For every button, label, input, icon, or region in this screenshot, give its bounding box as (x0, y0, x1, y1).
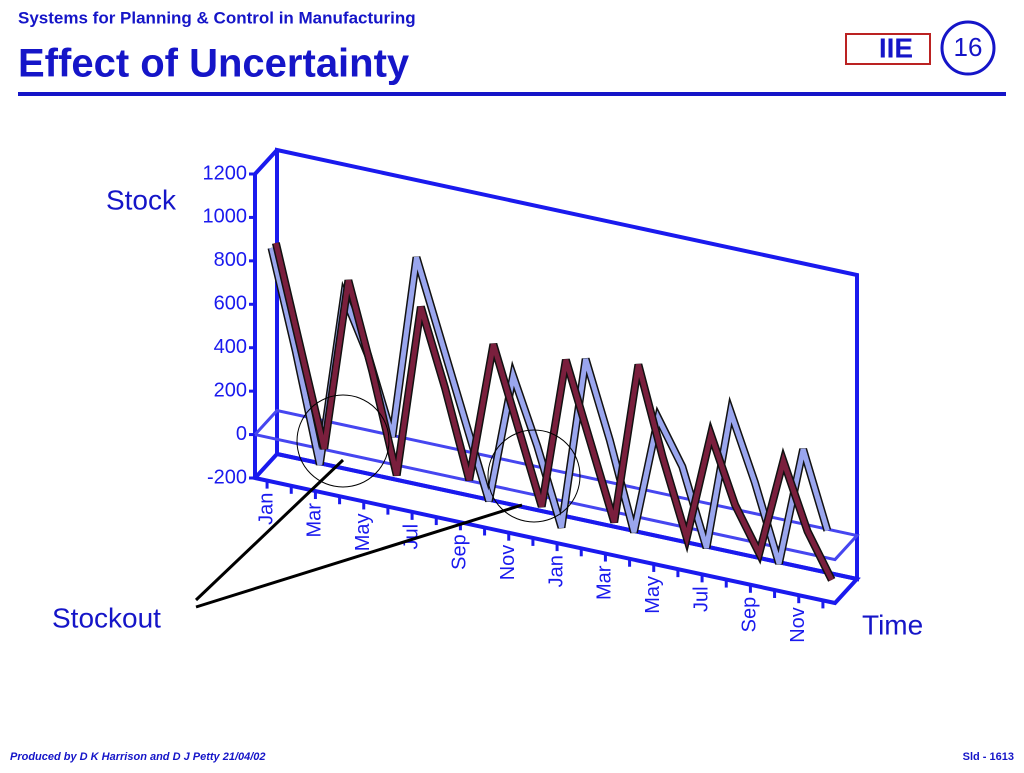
y-tick-label: 400 (214, 336, 247, 358)
y-tick-label: -200 (207, 466, 247, 488)
series-line (273, 242, 834, 582)
y-tick-label: 200 (214, 379, 247, 401)
x-tick-label: Jan (545, 555, 567, 587)
footer-id: Sld - 1613 (963, 751, 1014, 763)
x-tick-label: Sep (449, 534, 471, 570)
y-tick-label: 1000 (203, 206, 248, 228)
x-axis-label: Time (862, 609, 923, 640)
slide-number-badge (940, 20, 996, 76)
stockout-pointer (195, 503, 523, 609)
x-tick-label: Jan (255, 493, 277, 525)
slide-title: Effect of Uncertainty (18, 42, 410, 86)
x-tick-label: Jul (690, 586, 712, 612)
stockout-pointer (194, 458, 345, 602)
stockout-circle (487, 429, 581, 523)
y-axis-label: Stock (106, 184, 177, 215)
y-tick-label: 0 (236, 423, 247, 445)
slide-subtitle: Systems for Planning & Control in Manufa… (18, 8, 416, 27)
x-tick-label: May (642, 576, 664, 614)
wall-edge (834, 578, 858, 604)
stockout-label: Stockout (52, 602, 161, 633)
y-tick-label: 1200 (203, 162, 248, 184)
y-tick-label: 800 (214, 249, 247, 271)
x-tick-label: Jul (400, 524, 422, 550)
y-tick-label: 600 (214, 293, 247, 315)
slide-number: 16 (954, 32, 983, 62)
x-tick-label: Nov (497, 545, 519, 581)
x-tick-label: Sep (739, 597, 761, 633)
x-tick-label: May (352, 513, 374, 551)
zero-plane (253, 408, 860, 562)
x-tick-label: Mar (304, 503, 326, 538)
wall-edge (253, 148, 279, 176)
plot: -200 0 200 400 600 800 1000 1200 Jan Mar May Jul Sep… (203, 147, 861, 643)
x-tick-label: Mar (594, 565, 616, 600)
logo (845, 33, 931, 65)
logo-text: IIE (879, 32, 913, 63)
stockout-circle (296, 394, 390, 488)
x-tick-label: Nov (787, 607, 809, 643)
footer-credit: Produced by D K Harrison and D J Petty 2… (10, 751, 266, 763)
